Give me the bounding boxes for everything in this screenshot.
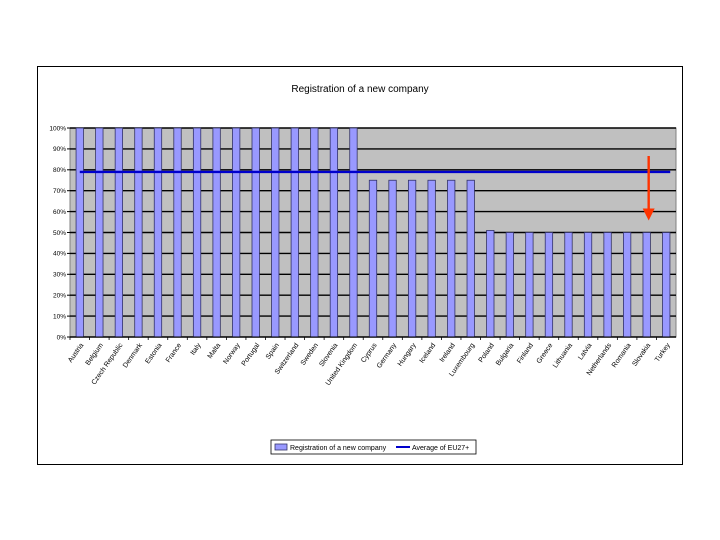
y-tick-label: 40% [53, 251, 66, 258]
x-tick-label: Norway [222, 342, 242, 366]
x-tick-label: Belgium [85, 342, 105, 367]
x-tick-label: Malta [207, 342, 223, 360]
x-tick-label: Poland [478, 342, 496, 364]
chart-frame: Registration of a new company 0% 10% 20% 30… [37, 66, 683, 465]
bar [368, 179, 378, 338]
bar [271, 127, 280, 338]
legend-bar-label: Registration of a new company [290, 445, 387, 452]
y-tick-label: 10% [53, 313, 66, 320]
bar [251, 127, 260, 338]
bar [349, 127, 358, 338]
x-tick-label: Portugal [241, 342, 262, 368]
x-tick-label: Turkey [654, 342, 672, 364]
x-tick-label: Austria [67, 342, 85, 364]
x-tick-label: Hungary [397, 342, 418, 368]
legend-line-label: Average of EU27+ [412, 445, 469, 452]
x-tick-label: Slovakia [631, 342, 652, 368]
bar [173, 127, 182, 338]
bar [447, 179, 456, 338]
x-tick-label: Bulgaria [495, 342, 516, 367]
x-tick-label: Latvia [577, 342, 594, 361]
plot-area: 0% 10% 20% 30% 40% 50% 60% 70% 80% 90% 100% Austria… [49, 125, 677, 387]
bar [192, 127, 202, 338]
bar [75, 127, 84, 338]
legend: Registration of a new company Average of … [270, 439, 477, 455]
chart-title: Registration of a new company [291, 84, 428, 95]
bar [544, 232, 554, 338]
bar [290, 127, 299, 338]
bar [153, 127, 163, 338]
x-tick-label: Germany [376, 342, 399, 370]
x-tick-label: France [165, 342, 183, 364]
bar [427, 179, 436, 338]
bar [466, 179, 475, 338]
legend-box [270, 439, 477, 455]
y-tick-label: 80% [53, 167, 66, 174]
y-tick-label: 20% [53, 293, 66, 300]
x-tick-label: Estonia [144, 342, 163, 365]
bar [505, 232, 514, 338]
y-tick-label: 0% [57, 334, 67, 341]
x-tick-label: Slovenia [318, 342, 339, 368]
bar [642, 232, 651, 338]
legend-bar-swatch [274, 443, 288, 451]
y-tick-label: 50% [53, 230, 66, 237]
bar [310, 127, 319, 338]
x-tick-label: Spain [265, 342, 281, 361]
x-tick-label: Denmark [122, 342, 144, 370]
x-tick-label: Romania [611, 342, 633, 369]
y-tick-label: 100% [49, 125, 66, 132]
bar [603, 232, 612, 338]
x-tick-label: Ireland [439, 342, 457, 364]
bar [525, 232, 534, 338]
bar [212, 127, 221, 338]
chart: Registration of a new company 0% 10% 20% 30… [49, 84, 677, 455]
bar [583, 232, 593, 338]
bar [623, 232, 632, 338]
x-tick-label: Italy [190, 342, 203, 357]
x-tick-label: Iceland [419, 342, 438, 365]
x-tick-label: Cyprus [360, 342, 379, 365]
bar [564, 232, 573, 338]
x-tick-label: Finland [516, 342, 535, 365]
y-tick-label: 90% [53, 146, 66, 153]
y-tick-label: 70% [53, 188, 66, 195]
bar [407, 179, 417, 338]
y-tick-label: 30% [53, 272, 66, 279]
bar [388, 179, 397, 338]
bar [662, 232, 671, 338]
annotation-arrowhead [642, 208, 655, 221]
bar [329, 127, 339, 338]
bar [114, 127, 123, 338]
bar [486, 230, 495, 338]
y-tick-label: 60% [53, 209, 66, 216]
bar [232, 127, 241, 338]
bar [95, 127, 104, 338]
x-tick-label: Lithuania [552, 342, 574, 369]
bar [134, 127, 143, 338]
x-tick-label: Sweden [300, 342, 320, 367]
x-tick-label: Greece [536, 342, 555, 365]
